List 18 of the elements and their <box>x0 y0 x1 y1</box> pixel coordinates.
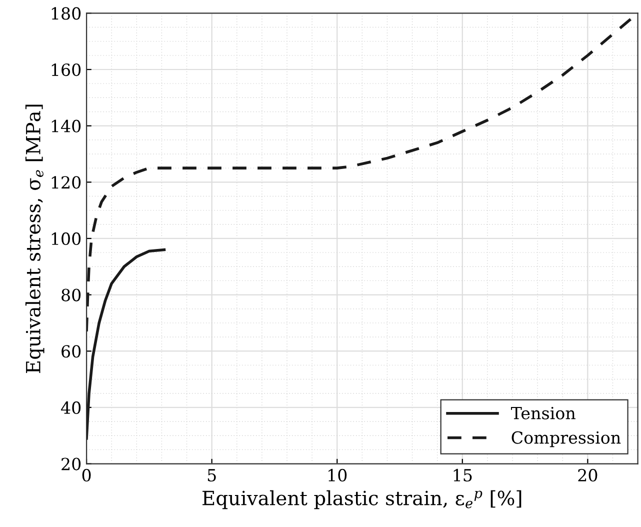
y-axis-title: Equivalent stress, σ$_{e}$ [MPa] <box>25 104 44 374</box>
y-tick-label: 80 <box>62 288 81 302</box>
y-tick-label: 140 <box>52 120 81 132</box>
y-tick-label: 120 <box>52 176 81 189</box>
x-tick-label: 0 <box>82 468 91 482</box>
x-tick-label: 15 <box>454 468 472 482</box>
y-tick-label: 180 <box>52 7 81 20</box>
y-tick-label: 100 <box>52 232 81 246</box>
x-tick-label: 20 <box>578 468 598 482</box>
x-axis-title: Equivalent plastic strain, ε$_{e}$$^{p}$ [%] <box>202 490 522 510</box>
y-tick-label: 40 <box>60 401 81 414</box>
y-tick-label: 20 <box>62 458 81 470</box>
x-tick-label: 10 <box>328 468 347 482</box>
y-tick-label: 160 <box>52 63 81 76</box>
x-tick-label: 5 <box>208 469 216 482</box>
y-tick-label: 60 <box>62 345 81 358</box>
legend-label: Compression <box>512 431 621 448</box>
legend-label: Tension <box>511 406 576 420</box>
